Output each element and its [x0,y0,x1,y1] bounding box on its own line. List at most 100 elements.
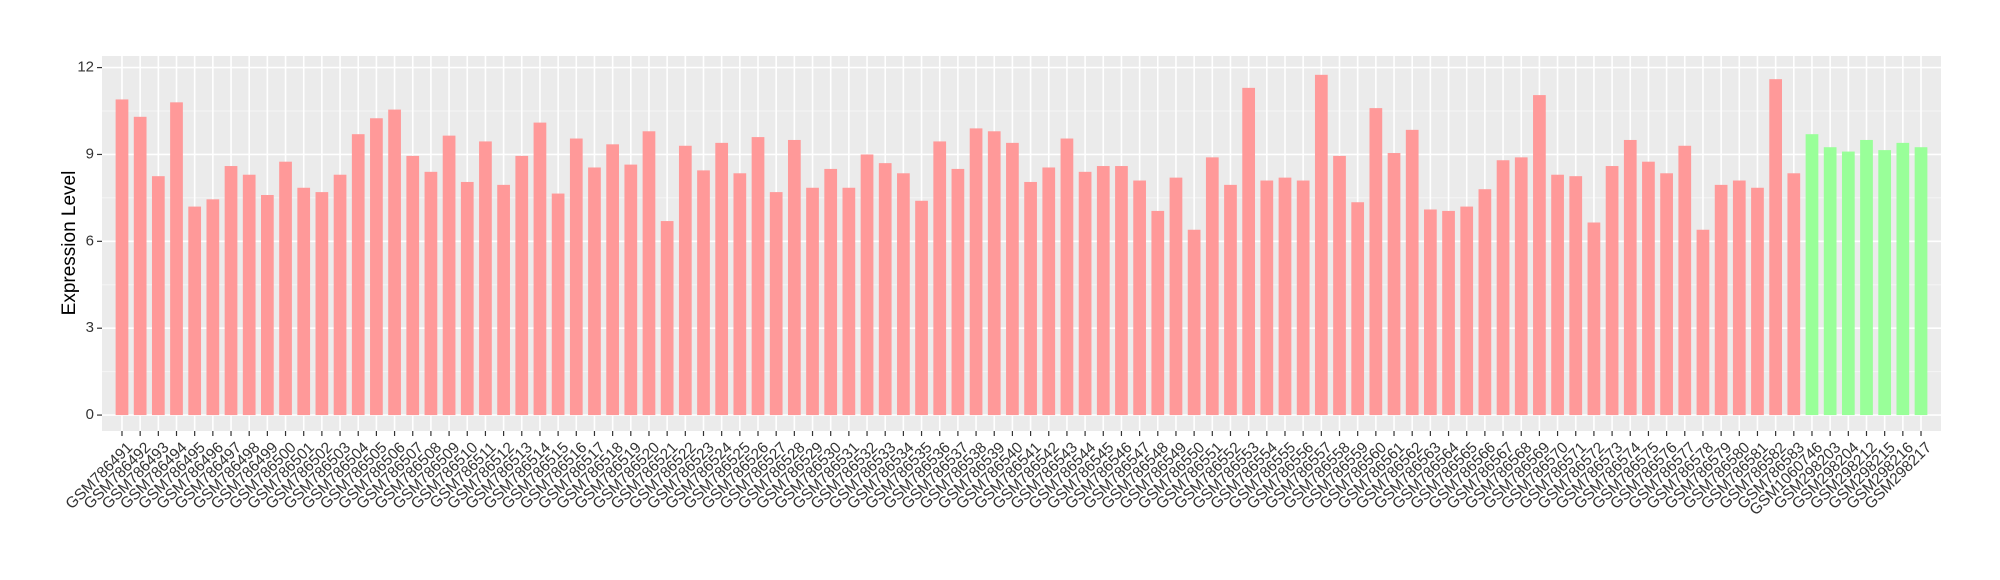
bar [170,102,183,416]
bar [388,109,401,416]
bar [442,135,456,416]
bar [261,194,274,416]
bar [642,131,656,416]
bar [897,173,910,416]
bar [933,141,947,416]
bar [1751,187,1764,416]
bar [1623,139,1637,416]
bar [297,187,311,416]
bar [697,170,710,416]
bar [1060,138,1074,416]
y-tick-label: 3 [86,319,94,336]
bar [1660,173,1673,416]
bar [460,181,474,416]
bar [1769,79,1782,416]
bar [551,193,565,416]
bar [1078,171,1092,416]
bar [1205,157,1219,416]
bar [715,142,729,416]
bar [1805,134,1819,416]
bar [1115,166,1128,416]
bar [1878,150,1892,416]
bar [624,164,638,416]
bar [133,116,147,416]
bar [951,168,965,416]
bar [842,187,856,416]
bar [1605,166,1619,416]
bar [1642,161,1655,416]
bar [1442,210,1455,416]
bar [115,99,129,416]
bar [1823,147,1837,416]
bar [878,163,892,416]
bar [1551,174,1564,416]
bar [824,168,838,416]
bar [1424,209,1437,416]
bar [1732,180,1746,416]
bar [1914,147,1928,416]
bar [751,137,765,416]
bar [969,128,983,416]
bar [915,200,928,416]
bar [1314,74,1328,416]
bar [1896,142,1910,416]
bar [333,174,347,416]
bar [860,154,874,416]
bar [1533,95,1546,416]
bar [1478,189,1492,416]
bar [1260,180,1274,416]
bar [1387,153,1401,416]
bar [206,199,220,416]
bar [769,192,783,416]
bar [1151,210,1165,416]
bar [1133,180,1146,416]
bar [1278,177,1292,416]
bar [787,139,801,416]
bar [1169,177,1183,416]
bar [1296,180,1310,416]
bar [315,192,329,416]
bar [606,144,619,416]
bar [1006,142,1019,416]
bar [1787,173,1801,416]
bar [242,174,256,416]
bar [1369,108,1383,416]
bar [660,221,674,416]
y-tick-label: 6 [86,232,94,249]
bar [1569,176,1583,416]
bar [1333,155,1346,416]
bar [1587,222,1601,416]
bar [1714,184,1728,416]
bar [351,134,365,416]
bar [678,145,692,416]
bar [1860,139,1873,416]
bar [1351,202,1365,416]
bar [406,155,420,416]
bar [569,138,583,416]
bar [151,176,165,416]
bar [1096,166,1110,416]
bar [497,184,510,416]
bar [188,206,202,416]
y-tick-label: 0 [86,406,94,423]
bar [533,122,547,416]
bar [1024,181,1037,416]
bar [479,141,492,416]
bar [1696,229,1710,416]
y-axis-title: Expression Level [59,171,80,316]
bar [588,167,601,416]
bar [733,173,747,416]
y-tick-label: 12 [77,59,94,76]
bar [1224,184,1237,416]
bar [1841,151,1855,416]
bar [987,131,1001,416]
bar [1496,160,1510,416]
y-tick-label: 9 [86,145,94,162]
bar [370,118,383,416]
bar [424,171,438,416]
bar [1678,145,1692,416]
bar [806,187,819,416]
bar [1460,206,1474,416]
